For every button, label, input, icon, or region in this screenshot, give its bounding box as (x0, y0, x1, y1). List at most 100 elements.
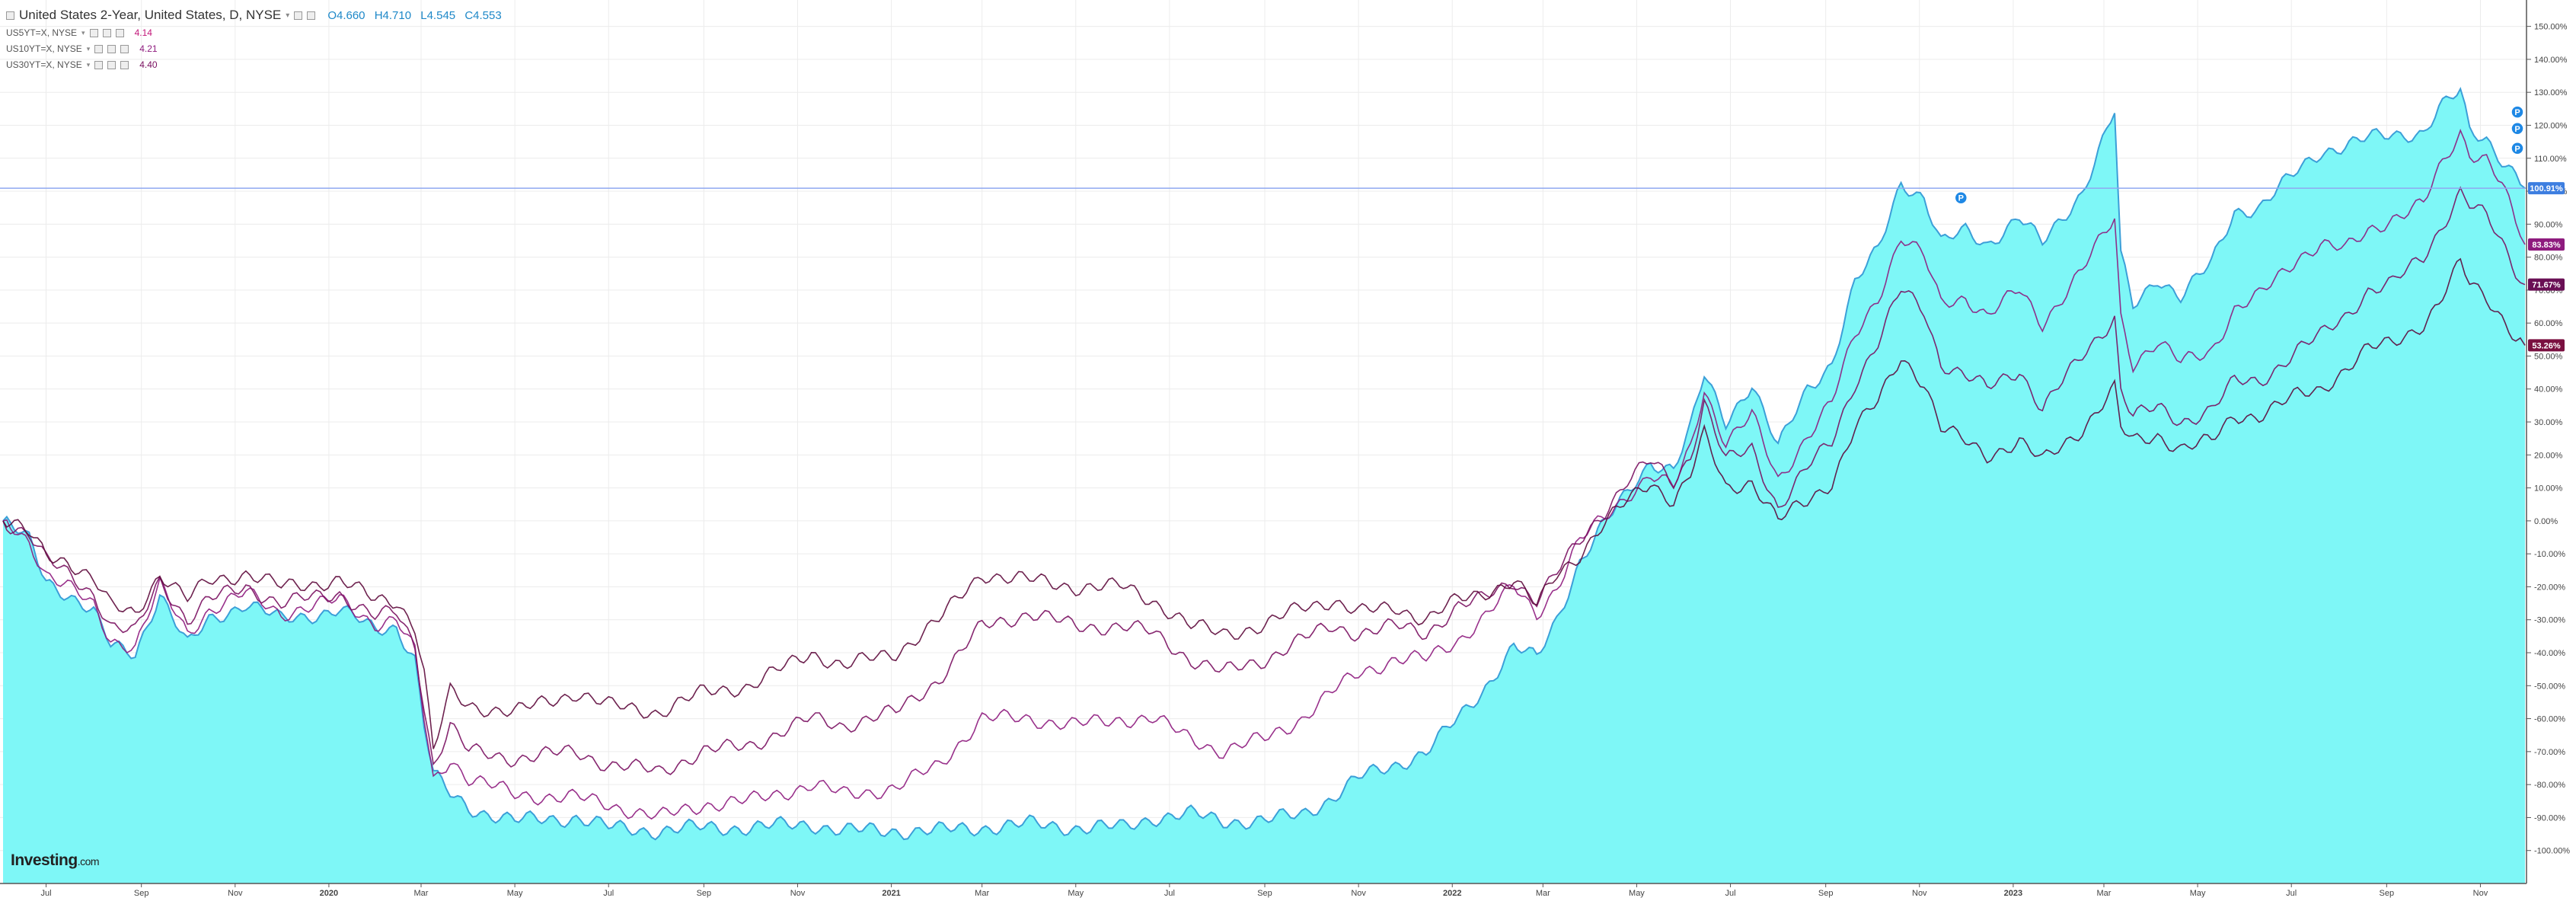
series-line-us30yt-x[interactable] (2, 257, 2526, 749)
badge-label: 53.26% (2532, 341, 2561, 350)
y-tick-label: 20.00% (2534, 451, 2563, 460)
x-tick-label: 2020 (320, 889, 338, 898)
x-tick-label: Mar (2097, 889, 2112, 898)
series-line-us10yt-x[interactable] (2, 186, 2526, 775)
x-tick-label: Jul (1164, 889, 1175, 898)
event-marker-label: P (2514, 145, 2520, 154)
x-tick-label: Nov (2473, 889, 2488, 898)
y-tick-label: -50.00% (2534, 682, 2565, 691)
x-tick-label: Sep (134, 889, 149, 898)
area-layer (3, 88, 2525, 883)
x-tick-label: May (507, 889, 523, 898)
y-tick-label: -20.00% (2534, 583, 2565, 592)
badge-bg (2528, 339, 2565, 352)
y-tick-label: 140.00% (2534, 56, 2568, 65)
badge-bg (2528, 238, 2565, 251)
event-marker[interactable]: P (2511, 142, 2524, 155)
y-tick-label: 130.00% (2534, 88, 2568, 97)
event-marker-dot[interactable] (2511, 122, 2524, 136)
visibility-toggle-icon[interactable] (94, 60, 104, 69)
series-label[interactable]: US30YT=X, NYSE (6, 59, 82, 70)
badge-bg (2528, 182, 2565, 195)
y-tick-label: 60.00% (2534, 319, 2563, 328)
investing-logo: Investing.com (11, 851, 100, 870)
last-value-badges: 100.91% 83.83% 71.67% 53.26% (2528, 182, 2565, 352)
last-value-badge: 100.91% (2528, 182, 2565, 195)
remove-toggle-icon[interactable] (120, 44, 129, 53)
series-label[interactable]: US10YT=X, NYSE (6, 43, 82, 54)
last-value-badge: 71.67% (2528, 278, 2565, 291)
x-tick-label: May (1629, 889, 1645, 898)
legend-row-us30y[interactable]: US30YT=X, NYSE ▾ 4.40 (6, 57, 508, 72)
y-tick-label: 30.00% (2534, 418, 2563, 427)
event-marker-dot[interactable] (2511, 105, 2524, 119)
x-tick-label: Jul (1725, 889, 1736, 898)
settings-toggle-icon[interactable] (107, 60, 117, 69)
x-tick-label: Mar (414, 889, 429, 898)
series-value: 4.21 (139, 43, 158, 54)
x-tick-label: Sep (1257, 889, 1272, 898)
y-tick-label: -30.00% (2534, 616, 2565, 625)
event-marker-dot[interactable] (1954, 190, 1968, 205)
y-tick-label: -70.00% (2534, 748, 2565, 757)
y-tick-label: 80.00% (2534, 254, 2563, 263)
remove-toggle-icon[interactable] (115, 28, 124, 37)
last-value-badge: 53.26% (2528, 339, 2565, 352)
logo-brand: Investing (11, 851, 78, 869)
y-axis[interactable]: -100.00% -90.00% -80.00% -70.00% -60.00% -50.… (2526, 0, 2570, 883)
y-tick-label: -80.00% (2534, 781, 2565, 790)
y-tick-label: 110.00% (2534, 155, 2567, 164)
event-marker[interactable]: P (2511, 105, 2524, 119)
series-value: 4.14 (134, 27, 152, 38)
legend-main-row[interactable]: United States 2-Year, United States, D, … (6, 6, 508, 24)
settings-toggle-icon[interactable] (102, 28, 111, 37)
main-symbol-title[interactable]: United States 2-Year, United States, D, … (19, 8, 282, 22)
x-tick-label: 2021 (882, 889, 900, 898)
x-tick-label: Nov (1351, 889, 1366, 898)
last-value-badge: 83.83% (2528, 238, 2565, 251)
high-value: H4.710 (374, 8, 412, 22)
remove-toggle-icon[interactable] (120, 60, 129, 69)
event-marker-label: P (2514, 108, 2520, 117)
dropdown-caret-icon[interactable]: ▾ (286, 11, 290, 20)
x-tick-label: Mar (1536, 889, 1550, 898)
visibility-toggle-icon[interactable] (94, 44, 104, 53)
x-axis[interactable]: Jul Sep Nov 2020 Mar May Jul Sep Nov 2021 Mar May Ju… (0, 883, 2527, 898)
series-line-us2y[interactable] (2, 86, 2526, 841)
legend-row-us10y[interactable]: US10YT=X, NYSE ▾ 4.21 (6, 41, 508, 56)
x-tick-label: Jul (41, 889, 52, 898)
dropdown-caret-icon[interactable]: ▾ (81, 28, 85, 37)
ohlc-values: O4.660 H4.710 L4.545 C4.553 (327, 9, 507, 22)
y-tick-label: 150.00% (2534, 23, 2568, 32)
series-label[interactable]: US5YT=X, NYSE (6, 27, 78, 38)
legend-row-us5y[interactable]: US5YT=X, NYSE ▾ 4.14 (6, 25, 508, 40)
series-line-us5yt-x[interactable] (2, 128, 2526, 820)
settings-toggle-icon[interactable] (107, 44, 117, 53)
chart-legend: United States 2-Year, United States, D, … (6, 6, 508, 72)
badge-label: 71.67% (2532, 281, 2561, 290)
event-marker[interactable]: P (2511, 122, 2524, 136)
settings-toggle-icon[interactable] (307, 11, 316, 20)
dropdown-caret-icon[interactable]: ▾ (86, 60, 91, 69)
x-tick-label: Nov (1912, 889, 1927, 898)
dropdown-caret-icon[interactable]: ▾ (86, 44, 91, 53)
visibility-toggle-icon[interactable] (294, 11, 303, 20)
y-tick-label: -60.00% (2534, 715, 2565, 724)
open-value: O4.660 (327, 8, 365, 22)
event-marker-dot[interactable] (2511, 142, 2524, 155)
collapse-toggle-icon[interactable] (6, 11, 14, 20)
y-tick-label: 90.00% (2534, 220, 2563, 229)
event-marker-label: P (2514, 125, 2520, 134)
x-tick-label: Nov (790, 889, 806, 898)
badge-label: 83.83% (2532, 241, 2561, 250)
visibility-toggle-icon[interactable] (89, 28, 98, 37)
y-tick-label: 0.00% (2534, 517, 2558, 526)
y-tick-label: -100.00% (2534, 847, 2570, 856)
event-marker[interactable]: P (1954, 190, 1968, 205)
x-tick-label: Jul (603, 889, 614, 898)
x-tick-label: Sep (2380, 889, 2395, 898)
low-value: L4.545 (420, 8, 456, 22)
x-tick-label: May (1068, 889, 1084, 898)
